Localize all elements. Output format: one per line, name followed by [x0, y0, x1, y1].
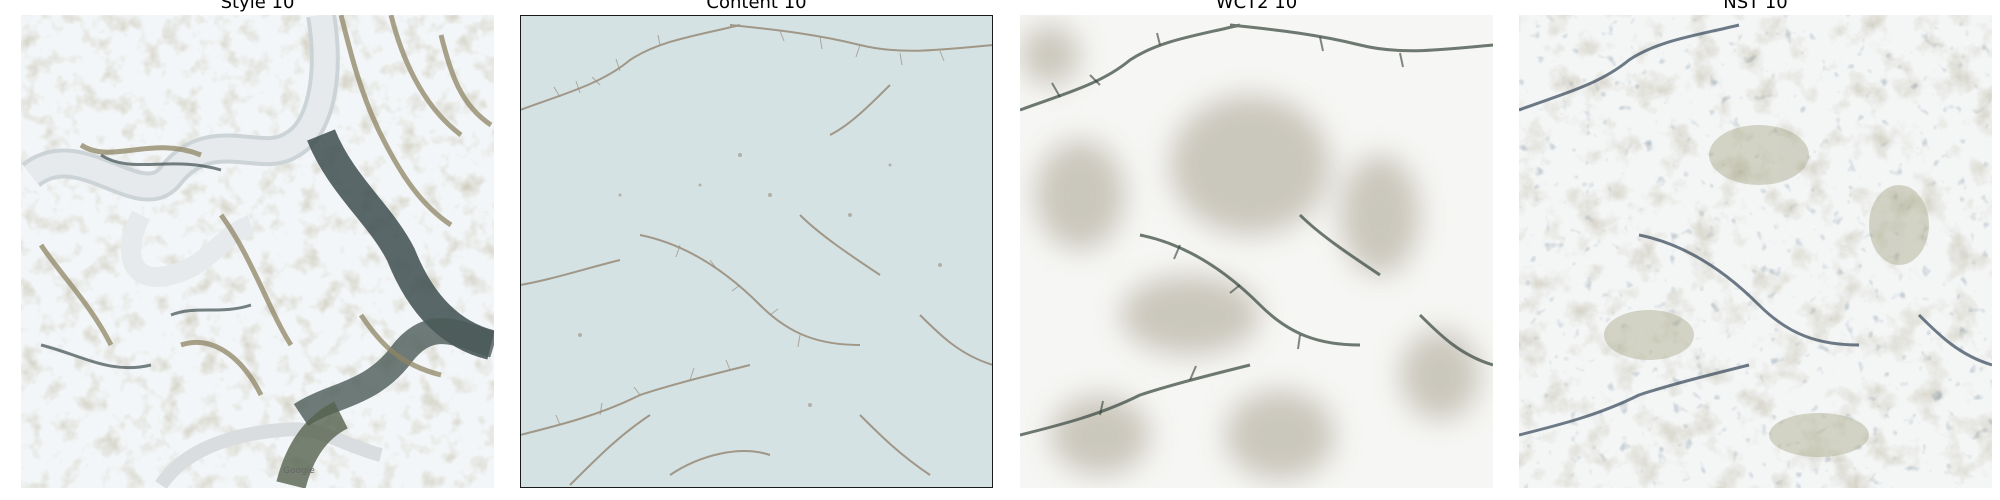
panel-title-content: Content 10	[706, 0, 807, 13]
panel-wct2: WCT2 10	[1020, 0, 1493, 500]
style-image	[21, 15, 494, 488]
nst-image	[1519, 15, 1992, 488]
panel-title-style: Style 10	[220, 0, 295, 13]
panel-style: Style 10	[21, 0, 494, 500]
panel-content: Content 10	[520, 0, 993, 500]
panel-title-nst: NST 10	[1723, 0, 1788, 13]
watermark-text: Google	[283, 466, 315, 476]
panel-title-wct2: WCT2 10	[1215, 0, 1298, 13]
wct2-image	[1020, 15, 1493, 488]
content-image	[520, 15, 993, 488]
content-image-frame	[520, 15, 993, 488]
panel-nst: NST 10	[1519, 0, 1992, 500]
